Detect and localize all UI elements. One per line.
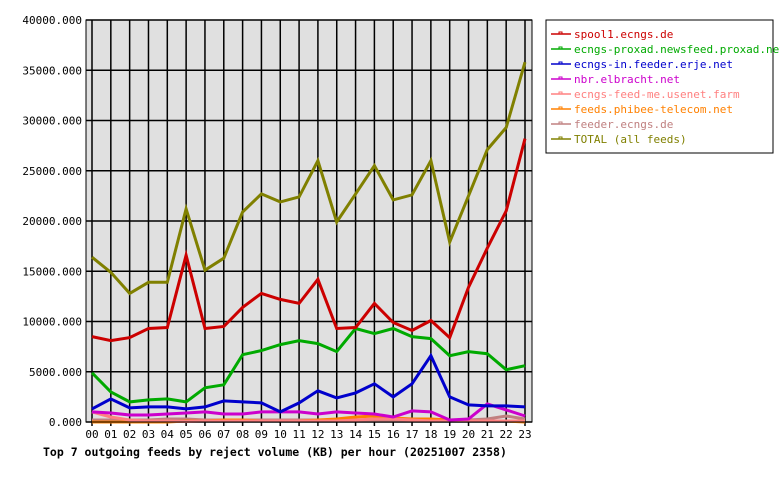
legend-label: spool1.ecngs.de bbox=[574, 28, 673, 41]
x-tick-label: 01 bbox=[104, 428, 117, 441]
series-line-ecngs-in-feeder-erje-net bbox=[91, 352, 526, 414]
y-tick-label: 30000.000 bbox=[22, 115, 82, 128]
legend-label: feeds.phibee-telecom.net bbox=[574, 103, 733, 116]
x-tick-label: 23 bbox=[518, 428, 531, 441]
legend-marker bbox=[558, 31, 563, 35]
y-tick-label: 20000.000 bbox=[22, 215, 82, 228]
x-tick-label: 15 bbox=[368, 428, 381, 441]
legend-marker bbox=[558, 121, 563, 125]
legend: spool1.ecngs.de ecngs-proxad.newsfeed.pro… bbox=[545, 19, 780, 154]
series-line-total-all-feeds- bbox=[91, 61, 527, 296]
x-tick-label: 07 bbox=[217, 428, 230, 441]
x-tick-label: 02 bbox=[123, 428, 136, 441]
x-tick-label: 04 bbox=[161, 428, 175, 441]
legend-marker bbox=[558, 106, 563, 110]
x-tick-label: 12 bbox=[311, 428, 324, 441]
y-tick-label: 5000.000 bbox=[29, 366, 82, 379]
x-tick-label: 05 bbox=[180, 428, 193, 441]
y-tick-label: 35000.000 bbox=[22, 64, 82, 77]
x-tick-label: 09 bbox=[255, 428, 268, 441]
x-tick-label: 20 bbox=[462, 428, 475, 441]
x-tick-label: 11 bbox=[292, 428, 305, 441]
chart-title: Top 7 outgoing feeds by reject volume (K… bbox=[43, 445, 507, 459]
legend-marker bbox=[558, 76, 563, 80]
legend-marker bbox=[558, 91, 563, 95]
legend-box bbox=[545, 19, 774, 154]
legend-label: TOTAL (all feeds) bbox=[574, 133, 687, 146]
legend-marker bbox=[558, 136, 563, 140]
x-tick-label: 03 bbox=[142, 428, 155, 441]
x-tick-label: 00 bbox=[85, 428, 98, 441]
x-tick-label: 08 bbox=[236, 428, 249, 441]
y-tick-label: 0.000 bbox=[49, 416, 82, 429]
x-tick-label: 21 bbox=[481, 428, 494, 441]
legend-label: ecngs-proxad.newsfeed.proxad.net bbox=[574, 43, 780, 56]
x-tick-label: 19 bbox=[443, 428, 456, 441]
x-tick-label: 14 bbox=[349, 428, 363, 441]
y-tick-label: 25000.000 bbox=[22, 165, 82, 178]
x-tick-label: 18 bbox=[424, 428, 437, 441]
series-line-spool1-ecngs-de bbox=[91, 138, 527, 343]
plot-frame bbox=[85, 19, 533, 423]
legend-label: nbr.elbracht.net bbox=[574, 73, 680, 86]
y-tick-label: 15000.000 bbox=[22, 265, 82, 278]
y-tick-label: 40000.000 bbox=[22, 14, 82, 27]
series-line-ecngs-proxad-newsfeed-proxad-net bbox=[90, 326, 526, 404]
legend-label: ecngs-feed-me.usenet.farm bbox=[574, 88, 740, 101]
x-tick-label: 10 bbox=[274, 428, 287, 441]
x-tick-label: 22 bbox=[500, 428, 513, 441]
x-tick-label: 06 bbox=[198, 428, 211, 441]
legend-label: feeder.ecngs.de bbox=[574, 118, 673, 131]
series-line-nbr-elbracht-net bbox=[91, 402, 526, 422]
x-tick-label: 17 bbox=[405, 428, 418, 441]
legend-marker bbox=[558, 61, 563, 65]
legend-label: ecngs-in.feeder.erje.net bbox=[574, 58, 733, 71]
y-tick-label: 10000.000 bbox=[22, 316, 82, 329]
x-tick-label: 16 bbox=[387, 428, 400, 441]
x-tick-label: 13 bbox=[330, 428, 343, 441]
legend-marker bbox=[558, 46, 563, 50]
